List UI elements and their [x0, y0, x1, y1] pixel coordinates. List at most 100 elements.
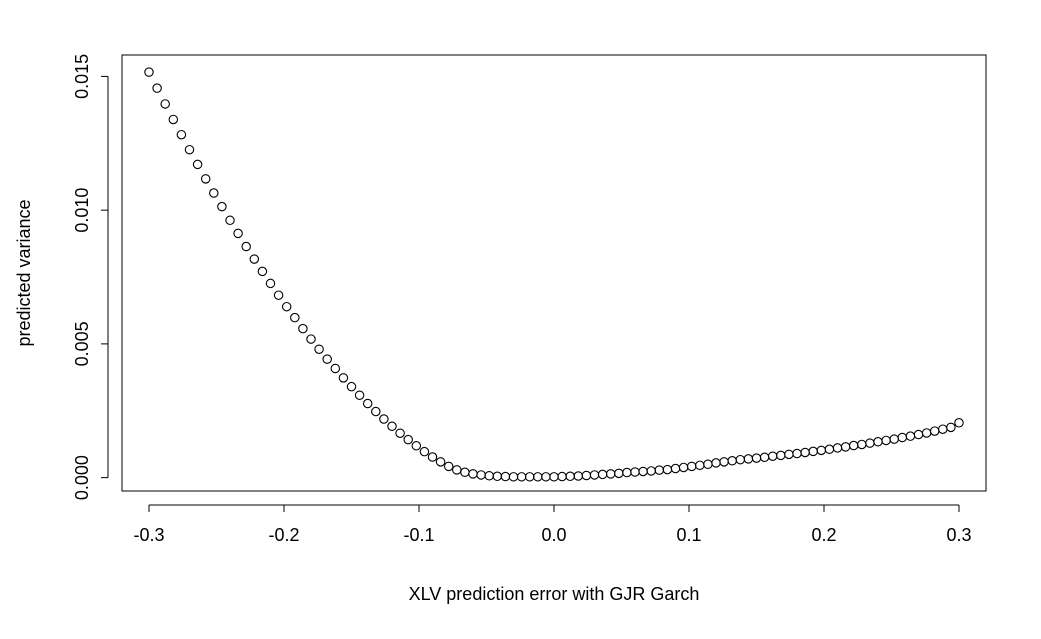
- y-axis: 0.000 0.005 0.010 0.015: [72, 54, 109, 500]
- data-point: [662, 464, 673, 475]
- data-point: [784, 449, 794, 460]
- data-point: [946, 422, 956, 433]
- data-point: [549, 472, 559, 482]
- data-point: [678, 462, 689, 473]
- data-point: [889, 434, 899, 444]
- data-point: [314, 344, 324, 354]
- data-point: [921, 428, 932, 438]
- data-point: [395, 428, 405, 438]
- data-point: [735, 454, 746, 465]
- data-point: [209, 188, 219, 198]
- x-tick-label: -0.2: [268, 525, 299, 545]
- data-point: [605, 469, 616, 479]
- data-point: [257, 266, 268, 277]
- data-point: [241, 241, 251, 252]
- y-tick-label: 0.010: [72, 188, 92, 233]
- data-point: [541, 472, 551, 482]
- data-point: [281, 301, 292, 312]
- data-point: [403, 434, 413, 445]
- data-point: [200, 174, 211, 184]
- data-point: [638, 466, 648, 477]
- data-point: [452, 465, 462, 475]
- data-point: [168, 114, 179, 125]
- data-point: [306, 334, 316, 344]
- data-point: [492, 471, 503, 482]
- data-point: [379, 414, 389, 424]
- data-point: [743, 454, 754, 464]
- data-point: [354, 390, 365, 400]
- data-point: [703, 459, 713, 469]
- data-point: [622, 467, 632, 478]
- data-point: [824, 444, 835, 455]
- data-point: [184, 144, 195, 155]
- data-point: [346, 381, 357, 392]
- data-point: [938, 424, 948, 434]
- data-point: [800, 447, 810, 458]
- data-point: [767, 451, 778, 461]
- data-point: [265, 278, 276, 289]
- data-point: [371, 406, 381, 417]
- data-point: [217, 201, 227, 212]
- y-tick-label: 0.015: [72, 54, 92, 99]
- data-point: [630, 467, 640, 477]
- data-point: [565, 471, 575, 482]
- data-point: [686, 461, 697, 472]
- data-point: [233, 228, 243, 239]
- data-point: [362, 398, 373, 409]
- data-point: [614, 468, 624, 479]
- data-point: [516, 472, 527, 482]
- data-point: [751, 453, 762, 463]
- data-point: [840, 442, 851, 452]
- data-point: [273, 290, 284, 300]
- data-point: [387, 421, 397, 432]
- data-points: [144, 67, 964, 482]
- data-point: [152, 83, 162, 93]
- data-point: [929, 426, 940, 436]
- data-point: [808, 446, 818, 457]
- data-point: [792, 448, 802, 459]
- data-point: [508, 472, 519, 482]
- data-point: [711, 458, 721, 468]
- data-point: [484, 470, 494, 481]
- plot-frame: [121, 54, 987, 492]
- data-point: [865, 438, 875, 448]
- data-point: [848, 440, 859, 451]
- x-tick-label: 0.0: [541, 525, 566, 545]
- data-point: [524, 472, 535, 482]
- data-point: [144, 67, 154, 77]
- data-point: [881, 435, 891, 446]
- data-point: [832, 443, 843, 453]
- data-point: [298, 323, 308, 334]
- data-point: [954, 418, 964, 428]
- x-axis: -0.3 -0.2 -0.1 0.0 0.1 0.2 0.3: [133, 504, 972, 545]
- data-point: [322, 354, 332, 364]
- data-point: [411, 441, 422, 451]
- y-tick-label: 0.005: [72, 321, 92, 366]
- x-tick-label: -0.3: [133, 525, 164, 545]
- data-point: [443, 461, 454, 472]
- data-point: [905, 431, 916, 441]
- data-point: [557, 471, 567, 482]
- data-point: [176, 129, 187, 140]
- data-point: [249, 254, 260, 264]
- x-tick-label: 0.3: [946, 525, 971, 545]
- x-axis-title: XLV prediction error with GJR Garch: [409, 584, 700, 604]
- data-point: [500, 471, 511, 482]
- data-point: [670, 463, 681, 474]
- data-point: [460, 467, 470, 478]
- data-point: [857, 439, 867, 450]
- data-point: [476, 470, 486, 480]
- data-point: [719, 457, 729, 467]
- data-point: [654, 465, 665, 475]
- y-tick-label: 0.000: [72, 455, 92, 500]
- data-point: [873, 437, 883, 447]
- data-point: [695, 460, 705, 471]
- data-point: [581, 470, 592, 481]
- data-point: [225, 215, 235, 226]
- data-point: [435, 457, 446, 467]
- x-tick-label: -0.1: [403, 525, 434, 545]
- data-point: [589, 470, 600, 480]
- data-point: [427, 452, 438, 462]
